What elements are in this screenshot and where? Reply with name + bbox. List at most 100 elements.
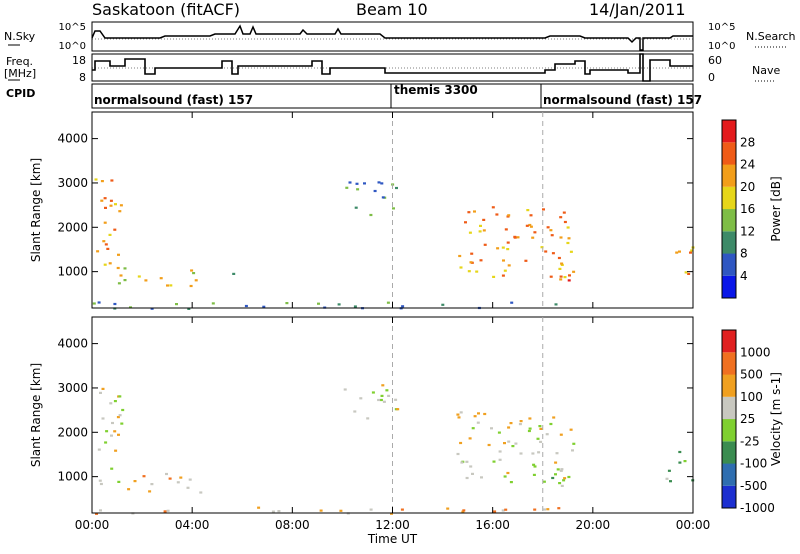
- data-cell: [507, 440, 511, 443]
- data-cell: [498, 450, 502, 453]
- data-cell: [562, 479, 566, 482]
- data-cell: [458, 254, 462, 258]
- data-cell: [459, 411, 463, 414]
- colorbar-tick-label: 4: [740, 269, 748, 283]
- data-cell: [257, 506, 261, 509]
- data-cell: [118, 395, 122, 398]
- data-cell: [110, 467, 114, 470]
- data-cell: [390, 512, 393, 515]
- data-cell: [394, 398, 398, 401]
- data-cell: [456, 413, 460, 416]
- data-cell: [492, 460, 496, 463]
- x-tick-label: 00:00: [676, 518, 711, 532]
- data-cell: [560, 484, 564, 487]
- data-cell: [400, 508, 404, 511]
- echo-region: [117, 267, 198, 288]
- data-cell: [503, 475, 507, 478]
- data-cell: [441, 303, 445, 306]
- data-cell: [509, 422, 513, 425]
- data-cell: [468, 231, 472, 234]
- freq-unit-label: [MHz]: [4, 67, 37, 80]
- data-cell: [460, 461, 464, 464]
- data-cell: [513, 235, 517, 238]
- data-cell: [678, 461, 682, 464]
- data-cell: [179, 476, 183, 479]
- data-cell: [560, 468, 564, 471]
- data-cell: [527, 429, 531, 433]
- data-cell: [381, 196, 385, 199]
- colorbar-tick-label: 1000: [740, 345, 771, 359]
- data-cell: [94, 178, 98, 181]
- data-cell: [459, 441, 463, 445]
- data-cell: [559, 433, 563, 436]
- data-cell: [549, 422, 553, 426]
- data-cell: [533, 465, 537, 468]
- data-cell: [531, 452, 535, 455]
- data-cell: [563, 477, 567, 480]
- data-cell: [461, 510, 465, 513]
- colorbar-swatch: [722, 120, 736, 143]
- data-cell: [526, 209, 530, 212]
- x-tick-label: 12:00: [375, 518, 410, 532]
- data-cell: [557, 256, 561, 260]
- data-cell: [528, 427, 532, 430]
- y-tick-label: 1000: [57, 265, 88, 279]
- y-axis-label: Slant Range [km]: [29, 363, 43, 467]
- data-cell: [531, 236, 535, 239]
- colorbar-tick-label: -500: [740, 479, 767, 493]
- data-cell: [560, 262, 564, 265]
- data-cell: [199, 491, 203, 494]
- colorbar-swatch: [722, 330, 736, 353]
- data-cell: [373, 189, 377, 193]
- data-cell: [176, 481, 180, 484]
- colorbar-label: Velocity [m s-1]: [769, 372, 783, 466]
- colorbar-tick-label: -25: [740, 434, 760, 448]
- data-cell: [480, 476, 483, 479]
- data-cell: [503, 269, 507, 272]
- cpid-label: CPID: [6, 87, 36, 100]
- data-cell: [567, 237, 571, 240]
- colorbar-tick-label: 12: [740, 224, 755, 238]
- data-cell: [506, 471, 510, 475]
- data-cell: [113, 302, 117, 306]
- data-cell: [678, 450, 682, 454]
- data-cell: [116, 416, 120, 419]
- data-cell: [562, 211, 566, 214]
- colorbar-swatch: [722, 186, 736, 210]
- data-cell: [533, 508, 537, 511]
- data-cell: [319, 509, 323, 512]
- data-cell: [477, 412, 480, 415]
- y-tick-label: 3000: [57, 381, 88, 395]
- data-cell: [277, 510, 281, 513]
- data-cell: [392, 207, 395, 210]
- data-cell: [456, 452, 460, 456]
- data-cell: [137, 275, 141, 278]
- y-axis-label: Slant Range [km]: [29, 158, 43, 262]
- y-tick-label: 2000: [57, 220, 88, 234]
- data-cell: [110, 434, 113, 437]
- data-cell: [554, 303, 558, 306]
- echo-region: [94, 178, 123, 277]
- echo-region: [345, 181, 398, 217]
- data-cell: [382, 400, 386, 403]
- data-cell: [339, 509, 343, 512]
- colorbar-swatch: [722, 209, 736, 232]
- data-cell: [533, 231, 537, 234]
- data-cell: [379, 398, 383, 402]
- data-cell: [569, 428, 573, 431]
- data-cell: [159, 277, 163, 280]
- data-cell: [549, 275, 553, 278]
- data-cell: [119, 274, 123, 277]
- data-cell: [558, 482, 562, 485]
- colorbar-swatch: [722, 419, 736, 442]
- echo-region: [232, 272, 236, 275]
- data-cell: [175, 303, 178, 306]
- data-cell: [387, 394, 391, 397]
- colorbar-tick-label: 500: [740, 368, 763, 382]
- data-cell: [519, 420, 523, 423]
- colorbar-tick-label: 100: [740, 390, 763, 404]
- echo-region: [549, 262, 571, 282]
- data-cell: [92, 302, 96, 305]
- data-cell: [506, 241, 510, 244]
- data-cell: [343, 388, 347, 391]
